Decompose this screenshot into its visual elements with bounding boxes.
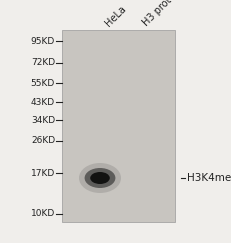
Text: 34KD: 34KD — [31, 116, 55, 125]
Text: 72KD: 72KD — [31, 58, 55, 67]
Ellipse shape — [90, 172, 109, 184]
Bar — [62, 30, 174, 222]
Text: 10KD: 10KD — [31, 209, 55, 218]
Ellipse shape — [79, 163, 121, 193]
Text: H3K4me3: H3K4me3 — [186, 173, 231, 183]
Ellipse shape — [84, 168, 115, 188]
Text: 17KD: 17KD — [31, 169, 55, 178]
Text: 55KD: 55KD — [31, 79, 55, 88]
Text: HeLa: HeLa — [103, 3, 127, 28]
Text: H3 protein: H3 protein — [140, 0, 184, 28]
Text: 26KD: 26KD — [31, 136, 55, 145]
Text: 95KD: 95KD — [31, 37, 55, 46]
Text: 43KD: 43KD — [31, 97, 55, 106]
